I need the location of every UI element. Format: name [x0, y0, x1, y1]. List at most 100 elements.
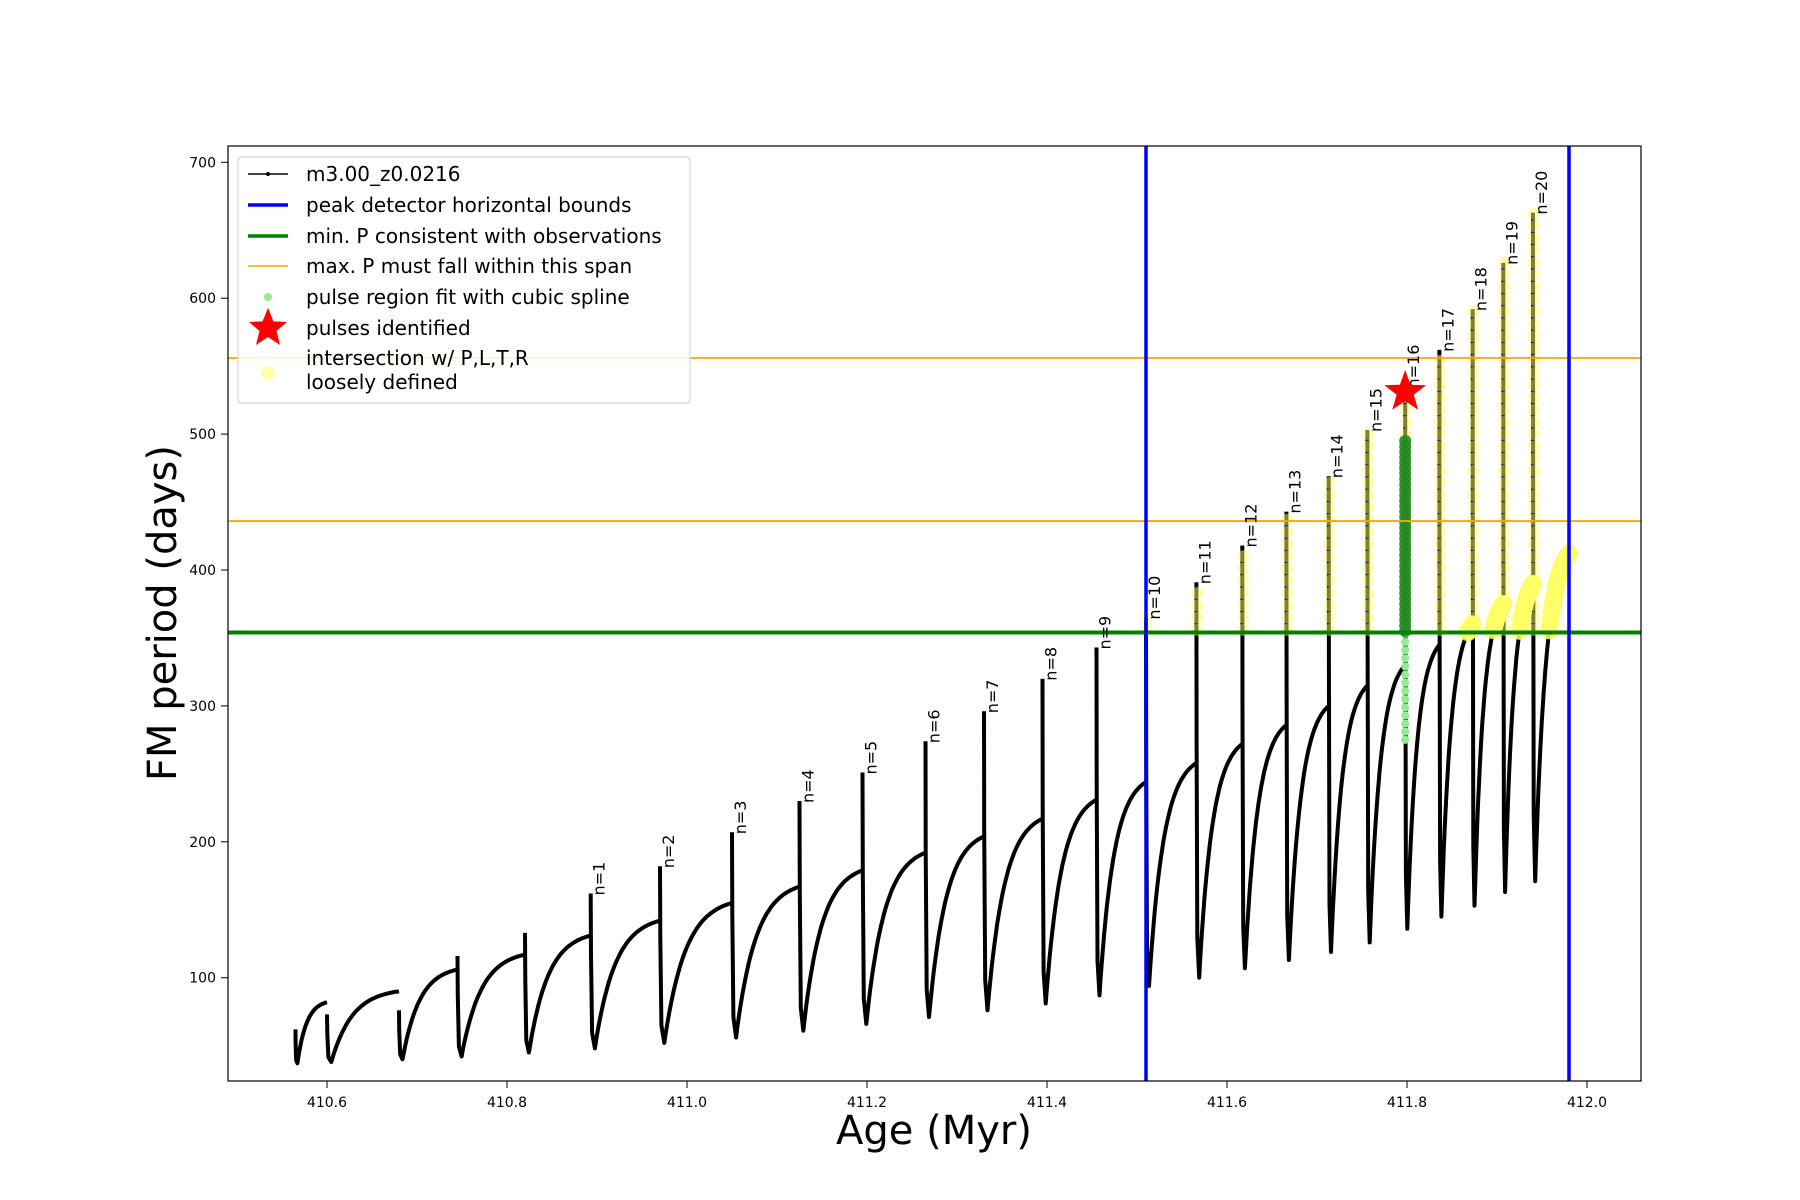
- pulse-label: n=12: [1241, 504, 1260, 548]
- intersection-point: [1434, 379, 1447, 392]
- model-curve-cycle-16: [1194, 582, 1244, 980]
- intersection-point: [1467, 305, 1480, 318]
- intersection-point: [1467, 440, 1480, 453]
- model-curve-cycle-14: [1094, 647, 1148, 998]
- model-curve-cycle-1: [293, 1000, 329, 1066]
- intersection-point: [1467, 391, 1480, 404]
- intersection-point: [1528, 513, 1540, 526]
- intersection-point: [1400, 403, 1413, 416]
- intersection-point: [1467, 477, 1480, 490]
- legend-label-pulses: pulses identified: [306, 316, 471, 340]
- intersection-point: [1467, 611, 1480, 624]
- intersection-point: [1323, 489, 1336, 502]
- intersection-point: [1323, 611, 1336, 624]
- intersection-point: [1467, 366, 1480, 379]
- pulse-label: n=16: [1404, 345, 1423, 389]
- intersection-point: [1467, 562, 1480, 575]
- intersection-point: [1498, 403, 1511, 416]
- intersection-point: [1237, 611, 1250, 624]
- model-curve-cycle-9: [797, 800, 864, 1033]
- intersection-point: [1323, 574, 1336, 587]
- legend-label-peak-bounds: peak detector horizontal bounds: [306, 193, 632, 217]
- y-axis-label: FM period (days): [140, 445, 186, 781]
- spline-point: [1401, 727, 1410, 736]
- model-curve-cycle-2: [325, 989, 400, 1064]
- intersection-point: [1434, 611, 1447, 624]
- model-curve-cycle-19: [1326, 476, 1369, 954]
- y-axis-ticks: 100 200 300 400 500 600 700: [189, 155, 228, 987]
- y-tick-label: 700: [189, 155, 216, 171]
- intersection-point: [1528, 440, 1540, 453]
- intersection-point: [1281, 525, 1294, 538]
- spline-point: [1401, 703, 1410, 712]
- intersection-point: [1528, 403, 1540, 416]
- legend-frame: [237, 156, 691, 404]
- intersection-point: [1467, 464, 1480, 477]
- legend-label-intersection-1: intersection w/ P,L,T,R: [306, 346, 529, 370]
- x-tick-label: 411.2: [847, 1095, 887, 1111]
- legend-entry-spline: pulse region fit with cubic spline: [264, 285, 630, 309]
- intersection-point: [1467, 574, 1480, 587]
- y-tick-label: 300: [189, 699, 216, 715]
- pulse-label: n=7: [983, 680, 1002, 714]
- model-curve-cycle-4: [455, 952, 526, 1059]
- intersection-point: [1323, 513, 1336, 526]
- intersection-point: [1528, 550, 1540, 563]
- intersection-point: [1362, 525, 1375, 538]
- x-axis-label: Age (Myr): [836, 1108, 1032, 1154]
- intersection-point: [1528, 599, 1540, 612]
- intersection-point: [1498, 464, 1511, 477]
- intersection-point: [1498, 415, 1511, 428]
- intersection-point: [1467, 513, 1480, 526]
- intersection-point: [1498, 587, 1511, 600]
- intersection-point: [1191, 587, 1204, 600]
- intersection-point: [1323, 477, 1336, 490]
- y-tick-label: 400: [189, 563, 216, 579]
- intersection-point: [1237, 574, 1250, 587]
- intersection-point: [1434, 489, 1447, 502]
- intersection-point: [1467, 403, 1480, 416]
- intersection-point: [1281, 599, 1294, 612]
- x-axis-ticks: 410.6 410.8 411.0 411.2 411.4 411.6 411.8 412.0: [307, 1081, 1607, 1111]
- intersection-point: [1498, 256, 1511, 269]
- intersection-point: [1323, 562, 1336, 575]
- model-curve-cycle-20: [1365, 429, 1407, 945]
- intersection-point: [1237, 587, 1250, 600]
- intersection-point: [1498, 269, 1511, 282]
- spline-point: [1401, 735, 1410, 744]
- intersection-point: [1498, 440, 1511, 453]
- intersection-point: [1498, 574, 1511, 587]
- intersection-point: [1400, 415, 1413, 428]
- intersection-point: [1323, 501, 1336, 514]
- intersection-point: [1528, 587, 1540, 600]
- intersection-point: [1281, 611, 1294, 624]
- intersection-point: [1281, 550, 1294, 563]
- intersection-point: [1281, 513, 1294, 526]
- intersection-point: [1191, 611, 1204, 624]
- intersection-point: [1362, 574, 1375, 587]
- intersection-point: [1528, 232, 1540, 245]
- intersection-point: [1362, 464, 1375, 477]
- legend-entry-peak-bounds: peak detector horizontal bounds: [248, 193, 632, 217]
- intersection-point: [1323, 525, 1336, 538]
- legend-entry-model: m3.00_z0.0216: [248, 162, 461, 186]
- intersection-point: [1467, 489, 1480, 502]
- intersection-point: [1362, 599, 1375, 612]
- intersection-point: [1434, 403, 1447, 416]
- intersection-point: [1528, 354, 1540, 367]
- intersection-point: [1528, 415, 1540, 428]
- intersection-point: [1434, 538, 1447, 551]
- pulse-label: n=10: [1145, 576, 1164, 620]
- pulse-label: n=13: [1285, 470, 1304, 514]
- intersection-point: [1467, 415, 1480, 428]
- x-tick-label: 411.6: [1207, 1095, 1247, 1111]
- pulse-identified-star: [1384, 370, 1427, 410]
- intersection-point: [1498, 513, 1511, 526]
- model-curve-cycle-11: [923, 741, 985, 1020]
- intersection-point: [1498, 562, 1511, 575]
- intersection-point: [1498, 501, 1511, 514]
- intersection-point: [1323, 587, 1336, 600]
- intersection-point: [1498, 550, 1511, 563]
- intersection-point: [1362, 562, 1375, 575]
